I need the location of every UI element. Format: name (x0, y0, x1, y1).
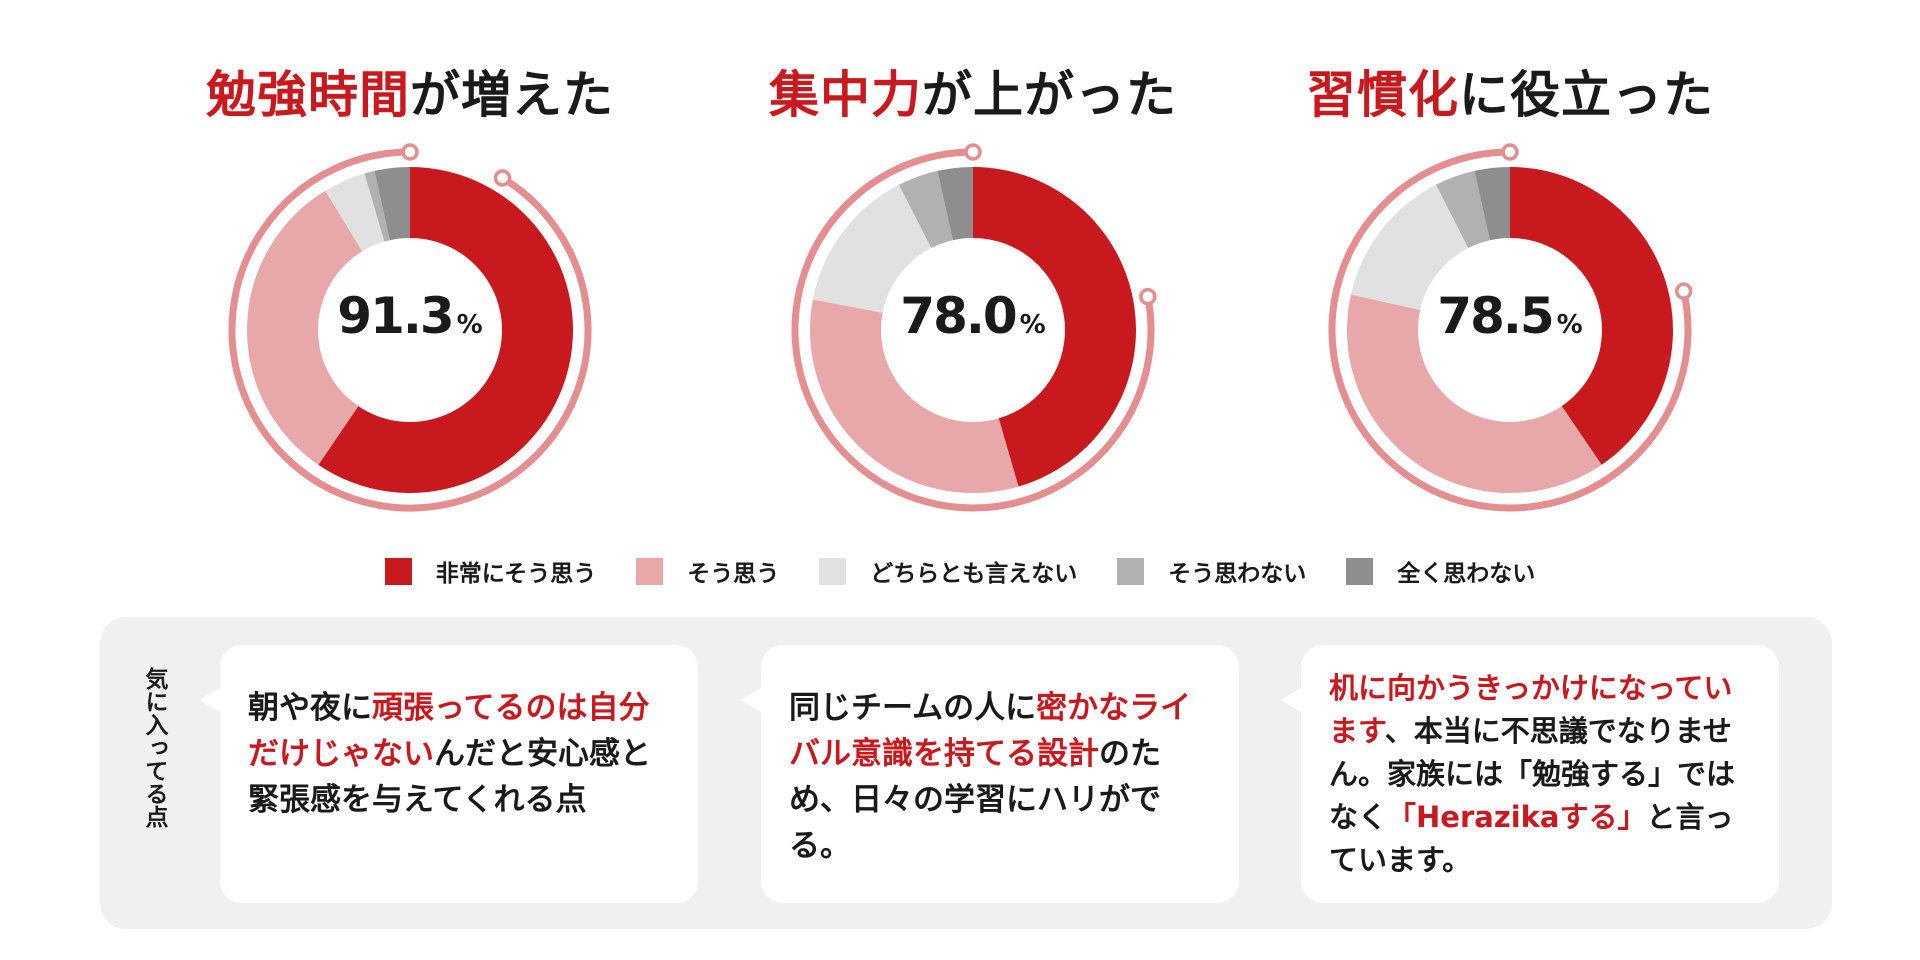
legend-item: 全く思わない (1346, 554, 1535, 588)
arc-endpoint-marker (1501, 143, 1519, 161)
donut-chart: 78.0% (713, 140, 1233, 520)
center-value-unit: % (1019, 310, 1046, 340)
comment-highlight-text: 机に向かうきっかけになっています (1329, 671, 1733, 748)
legend-label: 非常にそう思う (435, 561, 597, 587)
comment-highlight-text: 「Herazikaする」 (1387, 800, 1647, 834)
slice-neutral (812, 184, 932, 313)
slice-agree (247, 190, 363, 465)
comment-text: 朝や夜に (248, 690, 372, 726)
chart-title: 勉強時間が増えた (150, 50, 670, 140)
comment-highlight-text: 頑張ってるのは自分だけじゃない (248, 690, 650, 772)
slice-disagree (898, 170, 953, 249)
chart-legend: 非常にそう思う そう思う どちらとも言えない そう思わない 全く思わない (0, 554, 1920, 588)
chart-title-rest: が上がった (922, 66, 1177, 124)
legend-swatch (1346, 557, 1374, 585)
legend-item: そう思わない (1117, 554, 1306, 588)
chart-title-rest: に役立った (1459, 66, 1714, 124)
legend-item: どちらとも言えない (819, 554, 1077, 588)
donut-chart: 78.5% (1250, 140, 1770, 520)
comment-bubble: 朝や夜に頑張ってるのは自分だけじゃないんだと安心感と緊張感を与えてくれる点 (200, 645, 698, 903)
slice-neutral (325, 173, 385, 252)
comment-highlight-text: 密かなライバル意識を持てる設計 (789, 690, 1192, 772)
slice-strongly-agree (973, 167, 1136, 487)
slice-strongly-agree (1510, 167, 1673, 465)
comment-bubble: 同じチームの人に密かなライバル意識を持てる設計のため、日々の学習にハリがでる。 (741, 645, 1239, 903)
comment-text: 同じチームの人に (789, 690, 1037, 726)
comments-panel: 気に入ってる点 朝や夜に頑張ってるのは自分だけじゃないんだと安心感と緊張感を与え… (100, 617, 1832, 929)
arc-endpoint-marker (493, 169, 512, 187)
slice-strongly-disagree (374, 167, 410, 241)
comment-bubble: 机に向かうきっかけになっています、本当に不思議でなりません。家族には「勉強する」… (1281, 645, 1779, 903)
legend-label: そう思う (687, 561, 780, 587)
legend-swatch (819, 557, 847, 585)
center-value-number: 78.5 (1437, 287, 1554, 345)
slice-strongly-disagree (937, 167, 973, 241)
center-value: 78.0% (713, 287, 1233, 345)
chart-title: 集中力が上がった (713, 50, 1233, 140)
center-value-number: 91.3 (337, 287, 454, 345)
legend-swatch (636, 557, 664, 585)
chart-title-rest: が増えた (410, 66, 614, 124)
comments-label: 気に入ってる点 (141, 667, 167, 828)
slice-disagree (364, 170, 390, 242)
comment-text: 、本当に不思議でなりません。家族には「勉強する」ではなく (1329, 714, 1736, 834)
slice-strongly-agree (318, 167, 573, 494)
chart-title: 習慣化に役立った (1250, 50, 1770, 140)
center-value-unit: % (456, 310, 483, 340)
comment-text: んだと安心感と緊張感を与えてくれる点 (248, 736, 651, 818)
slice-agree (809, 299, 1019, 493)
legend-item: 非常にそう思う (384, 554, 597, 588)
agree-total-arc (791, 148, 1155, 512)
center-value-unit: % (1556, 310, 1583, 340)
donut-chart: 91.3% (150, 140, 670, 520)
arc-endpoint-marker (401, 143, 419, 161)
chart-study-time: 勉強時間が増えた 91.3% (150, 50, 670, 520)
arc-endpoint-marker (1139, 287, 1157, 306)
donut-svg (228, 143, 592, 512)
comment-text: のため、日々の学習にハリがでる。 (789, 736, 1161, 864)
chart-habit: 習慣化に役立った 78.5% (1250, 50, 1770, 520)
legend-swatch (1117, 557, 1145, 585)
center-value: 78.5% (1250, 287, 1770, 345)
slice-neutral (1350, 184, 1469, 310)
donut-svg (1328, 143, 1693, 512)
center-value: 91.3% (150, 287, 670, 345)
chart-concentration: 集中力が上がった 78.0% (713, 50, 1233, 520)
slice-strongly-disagree (1474, 167, 1510, 241)
legend-label: どちらとも言えない (870, 561, 1078, 587)
slice-agree (1347, 294, 1602, 494)
arc-endpoint-marker (1674, 282, 1693, 300)
agree-total-arc (1328, 148, 1692, 512)
arc-endpoint-marker (964, 143, 982, 161)
legend-label: そう思わない (1168, 561, 1307, 587)
agree-total-arc (228, 148, 592, 512)
chart-title-highlight: 習慣化 (1306, 66, 1459, 124)
comment-text: と言っています。 (1329, 800, 1734, 877)
donut-svg (791, 143, 1157, 512)
legend-swatch (384, 557, 412, 585)
chart-title-highlight: 勉強時間 (206, 66, 410, 124)
center-value-number: 78.0 (900, 287, 1017, 345)
legend-item: そう思う (636, 554, 779, 588)
chart-title-highlight: 集中力 (769, 66, 922, 124)
legend-label: 全く思わない (1397, 561, 1536, 587)
slice-disagree (1435, 170, 1490, 249)
